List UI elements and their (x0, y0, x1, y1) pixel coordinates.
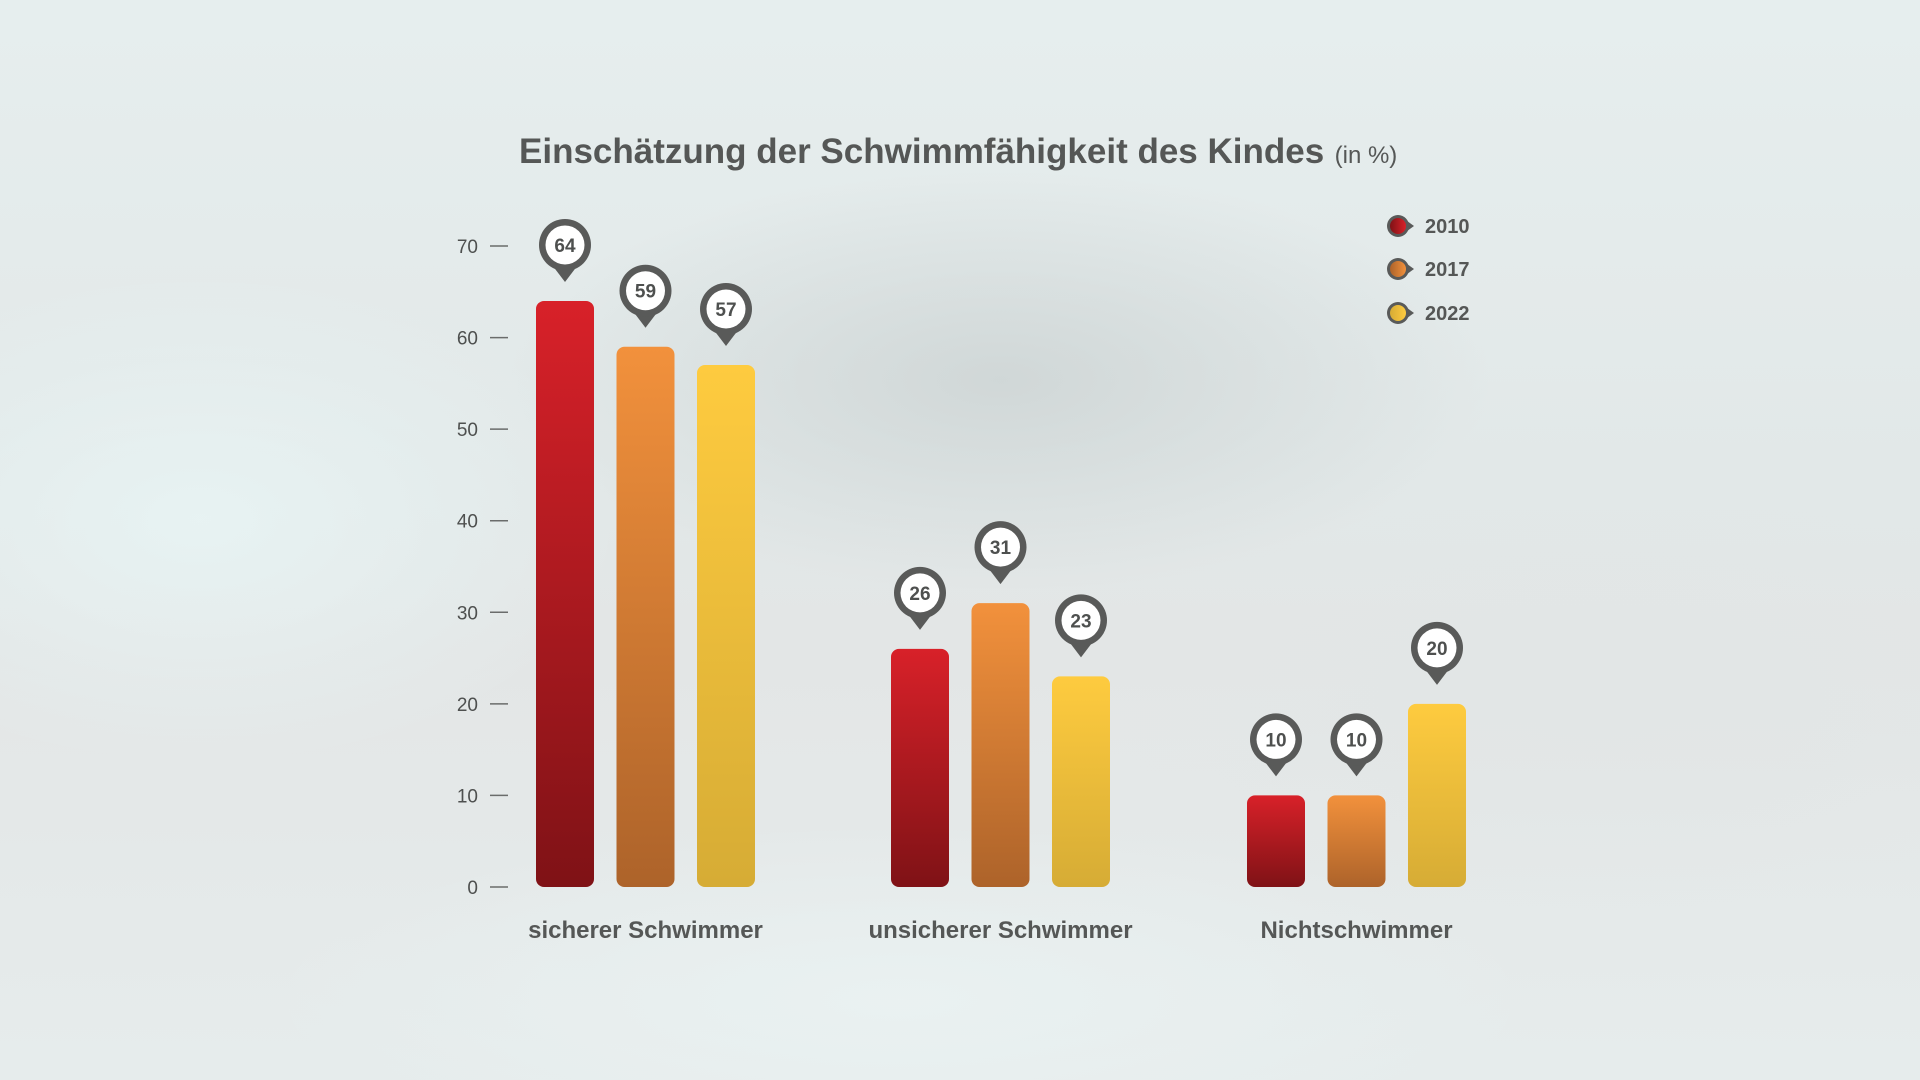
bars (536, 300, 1466, 887)
bar-2017 (1327, 795, 1386, 887)
data-label: 23 (1070, 611, 1091, 632)
data-label: 26 (909, 584, 930, 605)
pin-center (1256, 719, 1296, 759)
pin-center (981, 527, 1020, 567)
bar-2010 (1247, 795, 1305, 887)
data-label-pin: 57 (700, 283, 752, 347)
x-category-label: Nichtschwimmer (1260, 917, 1452, 944)
legend-label: 2022 (1425, 303, 1470, 325)
bar-2017 (971, 603, 1030, 887)
data-label-pin: 59 (619, 264, 672, 328)
data-label-pin: 26 (894, 566, 946, 630)
bar-2010 (536, 300, 594, 887)
pin-center (626, 271, 665, 311)
chart-title-unit: (in %) (1335, 142, 1398, 169)
legend-marker-swatch (1390, 305, 1406, 321)
legend: 2010 2017 2022 (1387, 215, 1470, 325)
y-tick-label: 50 (457, 420, 478, 441)
legend-item-2017: 2017 (1387, 258, 1470, 281)
pin-center (1337, 719, 1376, 759)
x-category-label: unsicherer Schwimmer (868, 917, 1132, 944)
y-tick-label: 60 (457, 329, 478, 350)
data-label-pin: 31 (974, 521, 1027, 585)
data-label-pin: 10 (1250, 713, 1302, 777)
y-tick-label: 20 (457, 695, 478, 716)
pin-center (1417, 628, 1457, 668)
data-label: 31 (990, 538, 1012, 559)
legend-marker-swatch (1390, 218, 1406, 234)
legend-label: 2017 (1425, 259, 1470, 281)
legend-marker-swatch (1390, 261, 1406, 277)
pin-center (1061, 600, 1101, 640)
pin-center (900, 573, 940, 613)
legend-item-2010: 2010 (1387, 215, 1470, 238)
x-axis-categories: sicherer Schwimmer unsicherer Schwimmer Ni… (528, 917, 1452, 944)
data-label-pin: 64 (539, 218, 591, 282)
bar-2022 (1408, 703, 1466, 887)
data-label: 64 (554, 236, 576, 257)
bar-2017 (616, 346, 675, 887)
y-tick-label: 30 (457, 603, 478, 624)
data-label: 20 (1426, 639, 1447, 660)
data-label: 10 (1265, 730, 1286, 751)
chart-title: Einschätzung der Schwimmfähigkeit des Ki… (519, 132, 1397, 171)
pin-center (706, 289, 746, 329)
bar-2022 (697, 365, 755, 887)
bar-2010 (891, 648, 949, 887)
data-label: 10 (1346, 730, 1367, 751)
data-label-pin: 23 (1055, 594, 1107, 658)
data-label-pin: 10 (1330, 713, 1383, 777)
y-axis: 0 10 20 30 40 50 60 70 (457, 237, 508, 899)
bar-2022 (1052, 676, 1110, 887)
pin-center (545, 225, 585, 265)
data-label: 57 (715, 300, 736, 321)
legend-label: 2010 (1425, 216, 1470, 238)
x-category-label: sicherer Schwimmer (528, 917, 763, 944)
data-labels: 64 59 57 26 31 23 10 10 20 (539, 218, 1463, 777)
legend-item-2022: 2022 (1387, 302, 1470, 325)
y-tick-label: 10 (457, 786, 478, 807)
data-label-pin: 20 (1411, 621, 1463, 685)
y-tick-label: 40 (457, 512, 478, 533)
y-tick-label: 0 (467, 878, 478, 899)
chart-title-main: Einschätzung der Schwimmfähigkeit des Ki… (519, 132, 1324, 171)
y-tick-label: 70 (457, 237, 478, 258)
data-label: 59 (635, 282, 656, 303)
